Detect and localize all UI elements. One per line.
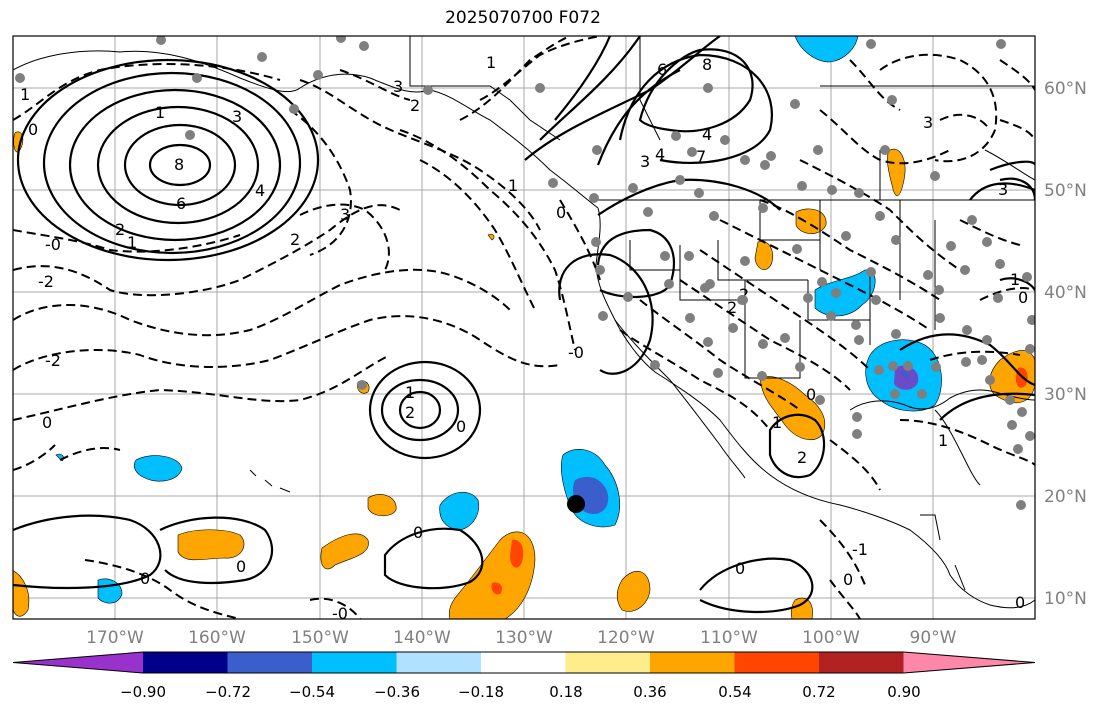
colorbar-extend-low [13,652,143,673]
lon-tick: 160°W [188,628,246,648]
colorbar-segment [227,652,313,673]
colorbar-tick: −0.90 [120,683,166,701]
colorbar-tick: 0.72 [802,683,835,701]
lon-tick: 150°W [291,628,349,648]
lat-tick: 50°N [1044,181,1087,201]
lat-tick: 30°N [1044,385,1087,405]
colorbar-tick: 0.18 [549,683,582,701]
map-frame [12,35,1036,620]
lon-tick: 90°W [910,628,957,648]
colorbar-segment [565,652,651,673]
svg-text:0: 0 [843,570,853,589]
svg-text:2: 2 [290,230,300,249]
svg-text:1: 1 [155,103,165,122]
svg-text:-2: -2 [45,351,61,370]
svg-text:0: 0 [42,413,52,432]
svg-text:-0: -0 [568,343,584,362]
colorbar-segment [396,652,482,673]
svg-text:6: 6 [657,60,667,79]
colorbar-segment [312,652,397,673]
colorbar-tick: −0.54 [289,683,335,701]
colorbar-segment [819,652,904,673]
svg-text:8: 8 [174,155,184,174]
storm-position-marker [567,495,585,513]
svg-text:4: 4 [702,125,712,144]
station-markers [15,36,1035,510]
svg-text:0: 0 [1018,288,1028,307]
lat-tick: 20°N [1044,487,1087,507]
svg-text:2: 2 [410,96,420,115]
colorbar-tick: −0.18 [458,683,504,701]
lon-tick: 120°W [597,628,655,648]
svg-text:1: 1 [20,85,30,104]
svg-text:1: 1 [772,413,782,432]
colorbar-extend-high [903,652,1035,673]
svg-text:0: 0 [806,385,816,404]
svg-text:-0: -0 [332,604,348,623]
colorbar-segment [481,652,566,673]
lat-tick: 60°N [1044,79,1087,99]
colorbar-labels: −0.90 −0.72 −0.54 −0.36 −0.18 0.18 0.36 … [120,683,921,701]
svg-text:-1: -1 [852,540,868,559]
colorbar-segment [650,652,735,673]
svg-text:-2: -2 [38,272,54,291]
svg-text:0: 0 [456,417,466,436]
svg-text:2: 2 [797,448,807,467]
svg-text:2: 2 [739,285,749,304]
contours-positive [13,36,1035,614]
lon-tick: 170°W [86,628,144,648]
svg-text:7: 7 [696,147,706,166]
lon-tick: 100°W [802,628,860,648]
svg-text:1: 1 [1010,270,1020,289]
svg-text:2: 2 [727,298,737,317]
svg-text:1: 1 [486,53,496,72]
svg-text:3: 3 [640,152,650,171]
svg-text:1: 1 [405,383,415,402]
colorbar-tick: 0.36 [633,683,666,701]
contours-negative [13,36,1035,619]
svg-text:0: 0 [413,523,423,542]
svg-text:0: 0 [1015,593,1025,612]
svg-text:3: 3 [393,77,403,96]
lat-tick: 10°N [1044,589,1087,609]
colorbar-segment [143,652,228,673]
svg-text:0: 0 [556,203,566,222]
svg-text:3: 3 [998,180,1008,199]
svg-text:3: 3 [923,113,933,132]
svg-text:4: 4 [255,181,265,200]
svg-text:0: 0 [28,120,38,139]
svg-text:4: 4 [655,145,665,164]
svg-text:1: 1 [508,176,518,195]
map-title: 2025070700 F072 [445,8,601,28]
colorbar-tick: −0.36 [374,683,420,701]
svg-text:-0: -0 [45,235,61,254]
lat-tick: 40°N [1044,283,1087,303]
latitude-labels: 60°N 50°N 40°N 30°N 20°N 10°N [1044,79,1087,609]
lon-tick: 140°W [393,628,451,648]
svg-text:1: 1 [938,431,948,450]
svg-text:8: 8 [702,55,712,74]
colorbar-segment [734,652,820,673]
colorbar-tick: 0.90 [887,683,920,701]
svg-text:0: 0 [735,559,745,578]
svg-text:1: 1 [127,233,137,252]
svg-text:3: 3 [232,107,242,126]
lon-tick: 130°W [495,628,553,648]
colorbar-tick: −0.72 [205,683,251,701]
colorbar-tick: 0.54 [718,683,751,701]
svg-text:0: 0 [140,569,150,588]
lon-tick: 110°W [700,628,758,648]
svg-text:3: 3 [340,205,350,224]
svg-text:2: 2 [405,403,415,422]
colorbar [12,651,1036,674]
svg-text:6: 6 [176,194,186,213]
svg-text:0: 0 [236,557,246,576]
svg-text:2: 2 [115,220,125,239]
contour-labels: 1 3 6 8 4 2 1 2 3 2 0 -2 -2 -0 0 1 2 0 0… [20,53,1028,623]
longitude-labels: 170°W 160°W 150°W 140°W 130°W 120°W 110°… [86,628,957,648]
colorbar-outline [12,651,1036,674]
